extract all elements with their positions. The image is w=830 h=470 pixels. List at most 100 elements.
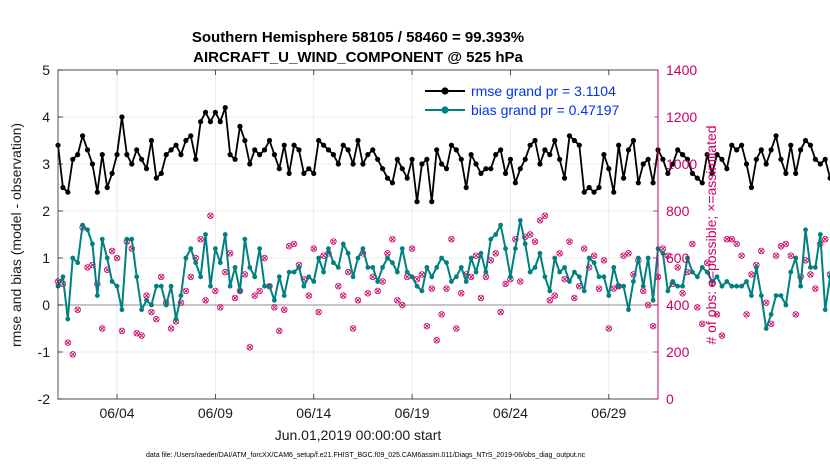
obs-possible-marker — [699, 320, 706, 327]
rmse-point — [75, 152, 81, 158]
obs-possible-marker — [305, 292, 313, 299]
bias-point — [680, 283, 685, 289]
bias-point — [70, 255, 76, 261]
obs-assimilated-marker — [773, 253, 779, 259]
rmse-point — [807, 142, 814, 148]
rmse-point — [734, 147, 740, 153]
bias-point — [773, 293, 779, 298]
rmse-point — [350, 161, 356, 167]
bias-point — [532, 265, 538, 270]
bias-point — [645, 255, 651, 261]
bias-point — [483, 269, 489, 275]
obs-assimilated-marker — [203, 297, 209, 303]
bias-point — [458, 265, 464, 270]
obs-assimilated-marker — [758, 248, 764, 254]
y-tick-label: 3 — [42, 156, 50, 172]
obs-possible-marker — [428, 285, 435, 292]
rmse-point — [153, 175, 159, 181]
bias-point — [768, 312, 774, 317]
rmse-point — [498, 147, 504, 153]
bias-point — [631, 279, 636, 284]
obs-assimilated-marker — [65, 340, 71, 346]
rmse-point — [557, 156, 563, 162]
obs-assimilated-marker — [119, 328, 125, 334]
y2-tick-label: 1000 — [666, 156, 697, 172]
bias-point — [345, 250, 351, 256]
obs-possible-marker — [649, 322, 657, 330]
obs-possible-marker — [512, 235, 519, 243]
bias-point — [311, 279, 317, 284]
bias-point — [390, 260, 395, 266]
bias-point — [473, 269, 479, 275]
rmse-point — [429, 199, 435, 205]
obs-assimilated-marker — [439, 311, 445, 317]
bias-point — [212, 246, 218, 252]
obs-assimilated-marker — [719, 333, 725, 339]
obs-possible-marker — [822, 235, 829, 243]
legend: rmse grand pr = 3.1104 bias grand pr = 0… — [416, 77, 655, 123]
rmse-point — [812, 156, 818, 162]
obs-assimilated-marker — [444, 286, 450, 292]
rmse-point — [114, 152, 120, 158]
bias-point — [512, 246, 518, 252]
bias-point — [153, 283, 159, 289]
rmse-point — [581, 189, 587, 195]
obs-assimilated-marker — [384, 250, 391, 256]
rmse-point — [242, 137, 248, 144]
obs-assimilated-marker — [257, 288, 263, 294]
bias-point — [734, 283, 740, 289]
rmse-point — [212, 109, 218, 115]
x-tick-label: 06/24 — [493, 405, 528, 421]
bias-point — [567, 279, 572, 284]
obs-possible-marker — [344, 268, 352, 276]
obs-assimilated-marker — [689, 241, 695, 247]
bias-point — [763, 326, 769, 331]
bias-point — [522, 241, 528, 247]
series-layer — [55, 105, 830, 331]
rmse-point — [571, 137, 577, 144]
rmse-point — [596, 184, 602, 191]
obs-assimilated-marker — [153, 316, 159, 322]
bias-point — [699, 265, 705, 270]
bias-point — [247, 265, 253, 270]
obs-possible-marker — [438, 311, 445, 318]
rmse-point — [143, 166, 150, 172]
bias-point — [778, 293, 784, 298]
rmse-point — [311, 170, 317, 176]
bias-point — [360, 246, 366, 252]
bias-point — [827, 274, 830, 280]
rmse-point — [488, 166, 494, 172]
bias-point — [675, 283, 681, 289]
obs-possible-marker — [271, 304, 278, 311]
obs-possible-marker — [787, 252, 794, 259]
bias-point — [444, 260, 449, 266]
rmse-point — [384, 175, 391, 181]
obs-possible-marker — [423, 322, 431, 330]
rmse-point — [276, 166, 282, 172]
obs-possible-marker — [349, 325, 357, 332]
bias-point — [281, 293, 287, 298]
obs-assimilated-marker — [247, 344, 253, 350]
obs-possible-marker — [807, 271, 814, 278]
y-tick-label: -1 — [38, 344, 51, 360]
rmse-point — [163, 152, 169, 158]
bias-point — [571, 269, 577, 275]
rmse-point — [379, 166, 386, 172]
rmse-point — [739, 142, 745, 148]
rmse-point — [788, 142, 794, 148]
bias-point — [803, 227, 808, 233]
rmse-point — [502, 170, 509, 176]
bias-point — [729, 283, 735, 289]
obs-possible-marker — [762, 299, 770, 306]
bias-point — [301, 283, 307, 289]
obs-assimilated-marker — [793, 311, 799, 317]
obs-assimilated-marker — [783, 241, 789, 247]
bias-point — [463, 279, 469, 284]
bias-point — [237, 288, 243, 294]
obs-possible-marker — [330, 238, 337, 245]
obs-possible-marker — [118, 327, 126, 335]
bias-point — [439, 255, 445, 261]
rmse-point — [252, 147, 258, 153]
y2-tick-label: 600 — [666, 250, 690, 266]
bias-point — [621, 283, 626, 289]
